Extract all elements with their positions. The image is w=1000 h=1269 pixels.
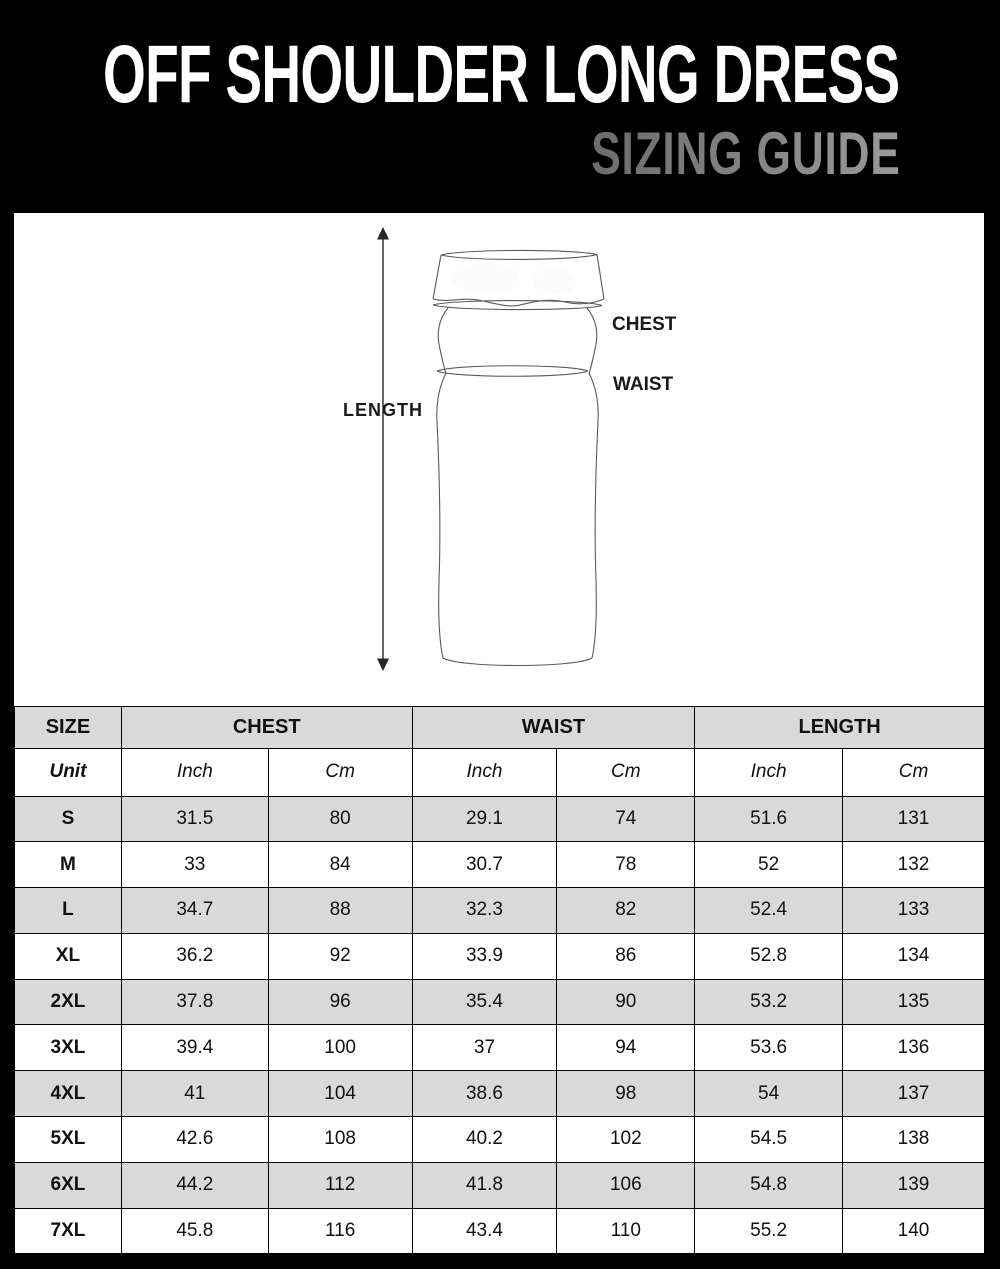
svg-text:WAIST: WAIST — [613, 374, 674, 395]
svg-text:CHEST: CHEST — [612, 314, 677, 335]
svg-text:LENGTH: LENGTH — [343, 400, 423, 420]
